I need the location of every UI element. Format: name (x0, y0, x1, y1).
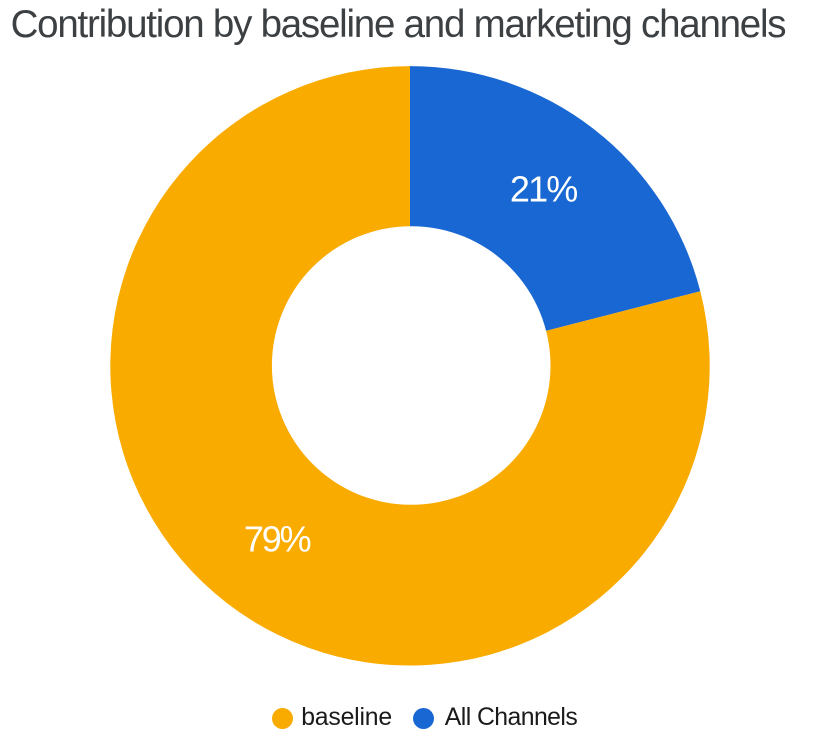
svg-text:79%: 79% (244, 519, 311, 560)
svg-text:21%: 21% (510, 169, 577, 210)
